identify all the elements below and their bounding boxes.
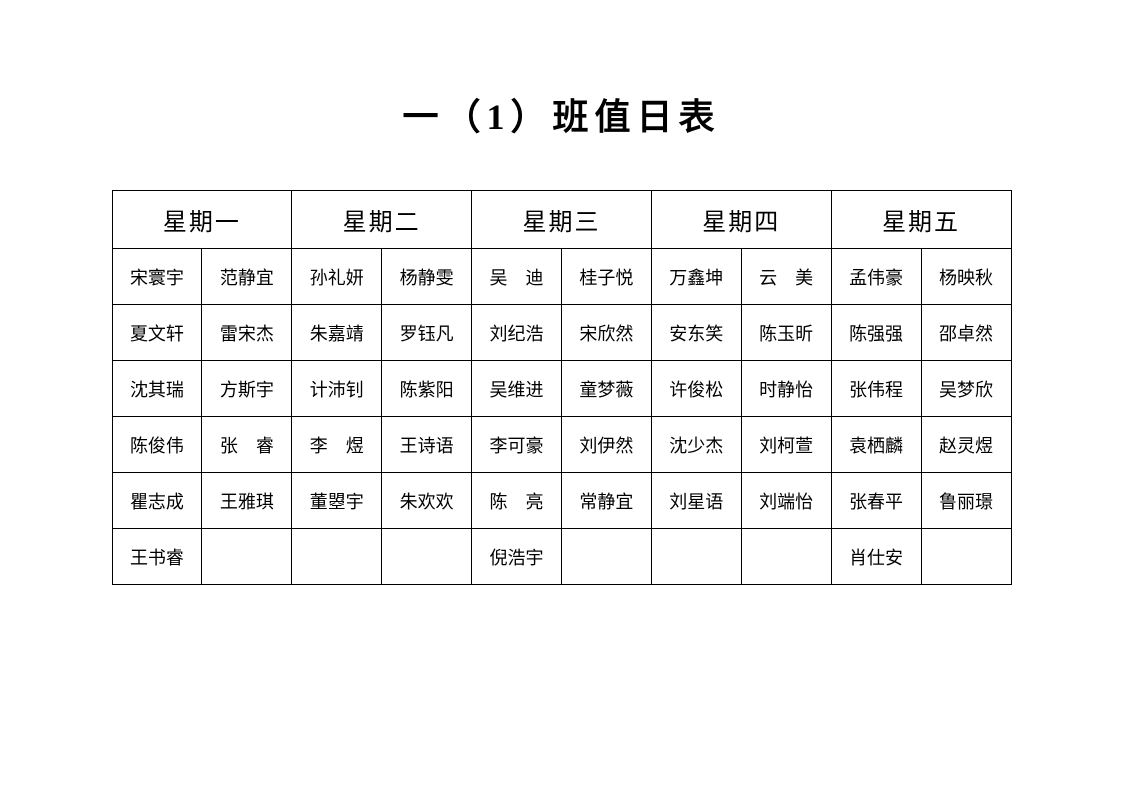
- cell: 陈玉昕: [741, 305, 831, 361]
- cell: 肖仕安: [831, 529, 921, 585]
- cell: [741, 529, 831, 585]
- cell: 沈其瑞: [112, 361, 202, 417]
- cell: 李 煜: [292, 417, 382, 473]
- table-row: 瞿志成 王雅琪 董曌宇 朱欢欢 陈 亮 常静宜 刘星语 刘端怡 张春平 鲁丽璟: [112, 473, 1011, 529]
- cell: 吴 迪: [472, 249, 562, 305]
- cell: [561, 529, 651, 585]
- table-row: 夏文轩 雷宋杰 朱嘉靖 罗钰凡 刘纪浩 宋欣然 安东笑 陈玉昕 陈强强 邵卓然: [112, 305, 1011, 361]
- cell: 孟伟豪: [831, 249, 921, 305]
- col-friday: 星期五: [831, 191, 1011, 249]
- col-tuesday: 星期二: [292, 191, 472, 249]
- cell: 朱欢欢: [382, 473, 472, 529]
- cell: 吴梦欣: [921, 361, 1011, 417]
- col-monday: 星期一: [112, 191, 292, 249]
- cell: 常静宜: [561, 473, 651, 529]
- cell: 方斯宇: [202, 361, 292, 417]
- cell: 王雅琪: [202, 473, 292, 529]
- cell: 雷宋杰: [202, 305, 292, 361]
- cell: 张伟程: [831, 361, 921, 417]
- table-row: 陈俊伟 张 睿 李 煜 王诗语 李可豪 刘伊然 沈少杰 刘柯萱 袁栖麟 赵灵煜: [112, 417, 1011, 473]
- cell: 许俊松: [651, 361, 741, 417]
- cell: 倪浩宇: [472, 529, 562, 585]
- duty-table: 星期一 星期二 星期三 星期四 星期五 宋寰宇 范静宜 孙礼妍 杨静雯 吴 迪 …: [112, 190, 1012, 585]
- col-wednesday: 星期三: [472, 191, 652, 249]
- page-title: 一（1）班值日表: [0, 88, 1123, 140]
- cell: 范静宜: [202, 249, 292, 305]
- cell: 刘端怡: [741, 473, 831, 529]
- col-thursday: 星期四: [651, 191, 831, 249]
- cell: 张春平: [831, 473, 921, 529]
- table-row: 王书睿 倪浩宇 肖仕安: [112, 529, 1011, 585]
- cell: [651, 529, 741, 585]
- cell: 夏文轩: [112, 305, 202, 361]
- cell: 刘纪浩: [472, 305, 562, 361]
- cell: 张 睿: [202, 417, 292, 473]
- cell: 万鑫坤: [651, 249, 741, 305]
- duty-table-container: 星期一 星期二 星期三 星期四 星期五 宋寰宇 范静宜 孙礼妍 杨静雯 吴 迪 …: [112, 190, 1012, 585]
- cell: 董曌宇: [292, 473, 382, 529]
- table-body: 宋寰宇 范静宜 孙礼妍 杨静雯 吴 迪 桂子悦 万鑫坤 云 美 孟伟豪 杨映秋 …: [112, 249, 1011, 585]
- cell: 王诗语: [382, 417, 472, 473]
- cell: 陈俊伟: [112, 417, 202, 473]
- table-header-row: 星期一 星期二 星期三 星期四 星期五: [112, 191, 1011, 249]
- table-row: 沈其瑞 方斯宇 计沛钊 陈紫阳 吴维进 童梦薇 许俊松 时静怡 张伟程 吴梦欣: [112, 361, 1011, 417]
- cell: 安东笑: [651, 305, 741, 361]
- cell: 杨静雯: [382, 249, 472, 305]
- cell: 刘星语: [651, 473, 741, 529]
- cell: 刘柯萱: [741, 417, 831, 473]
- cell: 李可豪: [472, 417, 562, 473]
- cell: 沈少杰: [651, 417, 741, 473]
- cell: 罗钰凡: [382, 305, 472, 361]
- cell: 宋寰宇: [112, 249, 202, 305]
- cell: 王书睿: [112, 529, 202, 585]
- cell: 云 美: [741, 249, 831, 305]
- cell: 吴维进: [472, 361, 562, 417]
- cell: [382, 529, 472, 585]
- table-row: 宋寰宇 范静宜 孙礼妍 杨静雯 吴 迪 桂子悦 万鑫坤 云 美 孟伟豪 杨映秋: [112, 249, 1011, 305]
- cell: 鲁丽璟: [921, 473, 1011, 529]
- cell: 陈 亮: [472, 473, 562, 529]
- cell: 宋欣然: [561, 305, 651, 361]
- cell: 杨映秋: [921, 249, 1011, 305]
- cell: 邵卓然: [921, 305, 1011, 361]
- cell: 赵灵煜: [921, 417, 1011, 473]
- cell: 袁栖麟: [831, 417, 921, 473]
- cell: [202, 529, 292, 585]
- cell: 时静怡: [741, 361, 831, 417]
- cell: 陈强强: [831, 305, 921, 361]
- cell: 童梦薇: [561, 361, 651, 417]
- cell: [292, 529, 382, 585]
- cell: [921, 529, 1011, 585]
- cell: 孙礼妍: [292, 249, 382, 305]
- cell: 陈紫阳: [382, 361, 472, 417]
- cell: 瞿志成: [112, 473, 202, 529]
- cell: 桂子悦: [561, 249, 651, 305]
- cell: 朱嘉靖: [292, 305, 382, 361]
- cell: 计沛钊: [292, 361, 382, 417]
- cell: 刘伊然: [561, 417, 651, 473]
